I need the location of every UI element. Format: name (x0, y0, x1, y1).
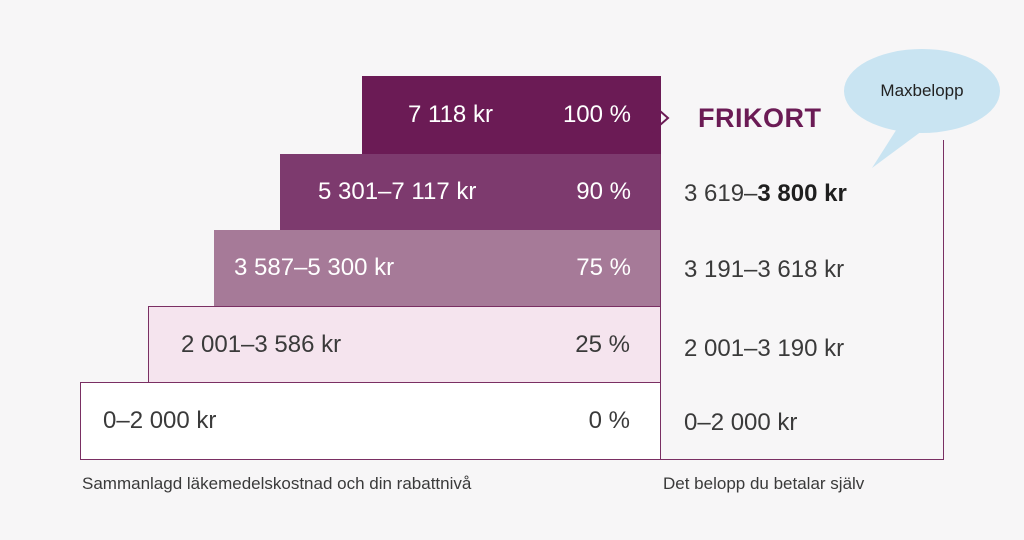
pay-level-75: 3 191–3 618 kr (684, 256, 845, 283)
max-amount: 3 800 kr (757, 180, 847, 207)
step-range: 5 301–7 117 kr (318, 178, 477, 205)
step-percent: 25 % (575, 330, 630, 358)
caption-right: Det belopp du betalar själv (663, 474, 865, 493)
step-level-0: 0–2 000 kr 0 % (80, 382, 661, 460)
pay-prefix: 3 619– (684, 180, 758, 207)
step-range: 3 587–5 300 kr (234, 254, 395, 281)
maxbelopp-bubble (844, 49, 1000, 168)
step-percent: 0 % (588, 407, 630, 434)
maxbelopp-bracket (660, 140, 944, 460)
bubble-label: Maxbelopp (880, 81, 964, 100)
pay-level-90: 3 619–3 800 kr (684, 180, 847, 208)
step-percent: 100 % (562, 101, 631, 128)
step-percent: 90 % (576, 178, 631, 205)
step-range: 7 118 kr (408, 101, 493, 128)
pay-level-0: 0–2 000 kr (684, 409, 798, 436)
step-level-100: 7 118 kr 100 % (362, 76, 661, 154)
step-level-90: 5 301–7 117 kr 90 % (280, 154, 661, 230)
step-level-25: 2 001–3 586 kr 25 % (148, 306, 661, 382)
step-range: 2 001–3 586 kr (181, 330, 342, 358)
caption-left: Sammanlagd läkemedelskostnad och din rab… (82, 474, 472, 493)
step-level-75: 3 587–5 300 kr 75 % (214, 230, 661, 306)
step-percent: 75 % (576, 254, 631, 281)
chevron-right-icon (651, 103, 670, 133)
divider-line (660, 154, 661, 460)
pay-level-25: 2 001–3 190 kr (684, 335, 845, 362)
frikort-label: FRIKORT (698, 103, 822, 133)
step-range: 0–2 000 kr (103, 407, 217, 434)
